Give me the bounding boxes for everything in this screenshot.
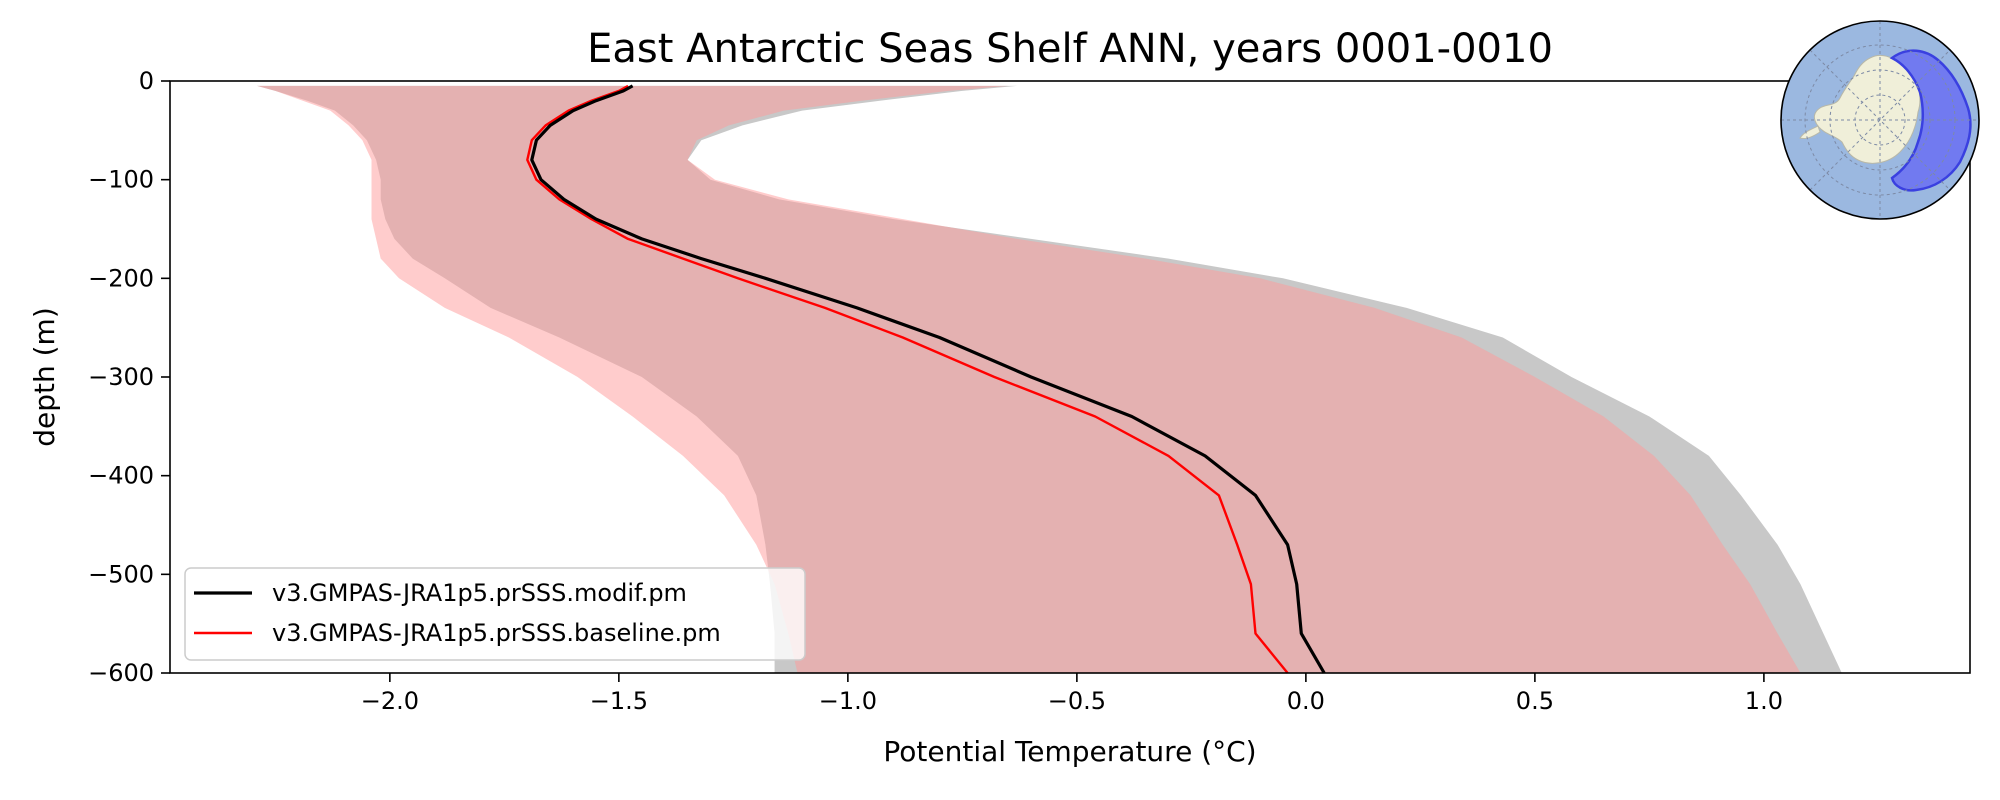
legend: v3.GMPAS-JRA1p5.prSSS.modif.pm v3.GMPAS-… bbox=[184, 567, 806, 661]
x-axis-label: Potential Temperature (°C) bbox=[883, 735, 1256, 768]
y-tick-label: −400 bbox=[88, 462, 154, 490]
x-tick-label: 0.0 bbox=[1287, 687, 1325, 715]
y-tick-label: −200 bbox=[88, 264, 154, 292]
antarctica-region-map-icon bbox=[1780, 20, 1980, 220]
x-axis-ticks: −2.0 −1.5 −1.0 −0.5 0.0 0.5 1.0 bbox=[361, 673, 1783, 715]
line-series-0 bbox=[530, 84, 1326, 674]
legend-label-modif: v3.GMPAS-JRA1p5.prSSS.modif.pm bbox=[272, 579, 687, 607]
x-tick-label: −1.5 bbox=[590, 687, 648, 715]
y-tick-label: −300 bbox=[88, 363, 154, 391]
mean-lines bbox=[526, 84, 1326, 674]
y-axis-label: depth (m) bbox=[28, 307, 61, 447]
legend-label-baseline: v3.GMPAS-JRA1p5.prSSS.baseline.pm bbox=[272, 619, 721, 647]
band-series-1 bbox=[257, 85, 1801, 673]
x-tick-label: 1.0 bbox=[1745, 687, 1783, 715]
y-axis-ticks: 0 −100 −200 −300 −400 −500 −600 bbox=[88, 67, 170, 687]
shading-bands bbox=[257, 85, 1842, 673]
line-series-1 bbox=[526, 84, 1289, 674]
y-tick-label: −600 bbox=[88, 659, 154, 687]
x-tick-label: 0.5 bbox=[1516, 687, 1554, 715]
y-tick-label: −500 bbox=[88, 560, 154, 588]
x-tick-label: −2.0 bbox=[361, 687, 419, 715]
x-tick-label: −1.0 bbox=[819, 687, 877, 715]
legend-box bbox=[184, 567, 806, 661]
x-tick-label: −0.5 bbox=[1048, 687, 1106, 715]
y-tick-label: 0 bbox=[139, 67, 154, 95]
y-tick-label: −100 bbox=[88, 166, 154, 194]
chart-title: East Antarctic Seas Shelf ANN, years 000… bbox=[587, 26, 1553, 72]
